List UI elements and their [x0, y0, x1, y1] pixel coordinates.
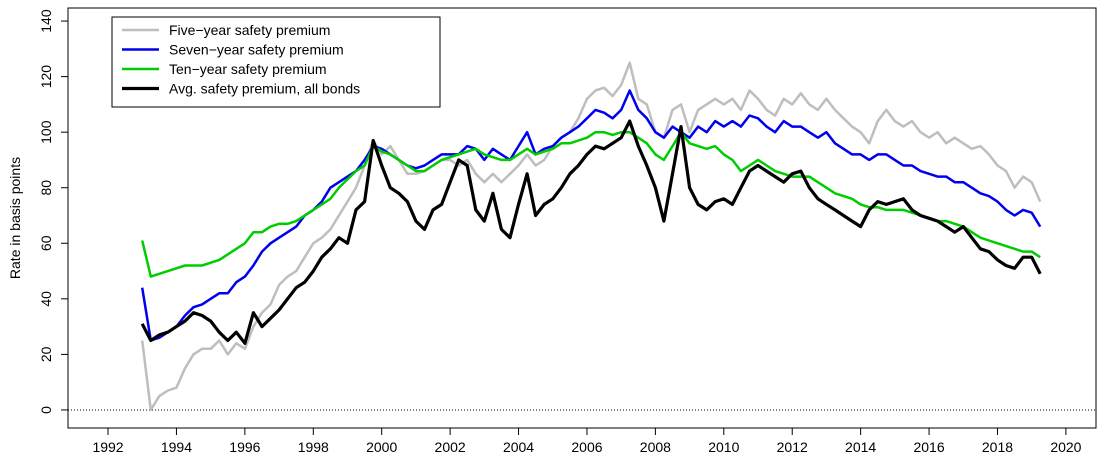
x-tick-label: 2002 — [435, 439, 466, 455]
x-tick-label: 2018 — [982, 439, 1013, 455]
y-axis-label: Rate in basis points — [7, 157, 23, 279]
series-line — [140, 119, 1042, 345]
y-tick-label: 60 — [38, 235, 54, 251]
series-line — [140, 61, 1042, 412]
y-tick-label: 100 — [38, 120, 54, 144]
plot-frame — [67, 7, 1097, 429]
x-tick-label: 2000 — [366, 439, 397, 455]
y-tick-label: 120 — [38, 65, 54, 89]
x-tick-label: 2008 — [640, 439, 671, 455]
y-tick-label: 0 — [38, 406, 54, 414]
x-tick-label: 1996 — [229, 439, 260, 455]
x-tick-label: 1994 — [161, 439, 192, 455]
y-tick-label: 40 — [38, 291, 54, 307]
legend-label: Avg. safety premium, all bonds — [169, 81, 360, 97]
legend-label: Five−year safety premium — [169, 22, 330, 38]
y-tick-label: 140 — [38, 9, 54, 33]
x-tick-label: 1998 — [298, 439, 329, 455]
x-tick-label: 2020 — [1050, 439, 1081, 455]
x-tick-label: 1992 — [92, 439, 123, 455]
y-tick-label: 20 — [38, 346, 54, 362]
x-tick-label: 2014 — [845, 439, 876, 455]
x-tick-label: 2004 — [503, 439, 534, 455]
series-line — [140, 89, 1042, 342]
legend-label: Ten−year safety premium — [169, 61, 327, 77]
x-tick-label: 2012 — [777, 439, 808, 455]
x-tick-label: 2006 — [571, 439, 602, 455]
series-line — [140, 130, 1041, 278]
y-tick-label: 80 — [38, 180, 54, 196]
legend-box — [111, 16, 441, 108]
legend-label: Seven−year safety premium — [169, 42, 344, 58]
x-tick-label: 2016 — [913, 439, 944, 455]
x-tick-label: 2010 — [708, 439, 739, 455]
